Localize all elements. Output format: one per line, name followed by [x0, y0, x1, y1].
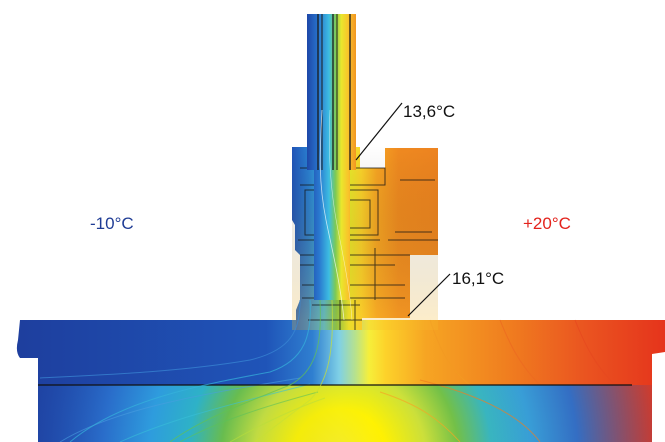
isotherm-lines	[39, 299, 333, 442]
point-temperature-lower: 16,1°C	[452, 269, 505, 288]
point-temperature-upper: 13,6°C	[403, 102, 456, 121]
outside-temperature-label: -10°C	[90, 214, 134, 233]
glass-pane	[307, 14, 356, 321]
leader-line-lower	[407, 273, 451, 317]
window-frame	[292, 147, 438, 330]
floor-slab	[16, 319, 665, 442]
inside-temperature-label: +20°C	[523, 214, 571, 233]
leader-line-upper	[355, 102, 403, 161]
